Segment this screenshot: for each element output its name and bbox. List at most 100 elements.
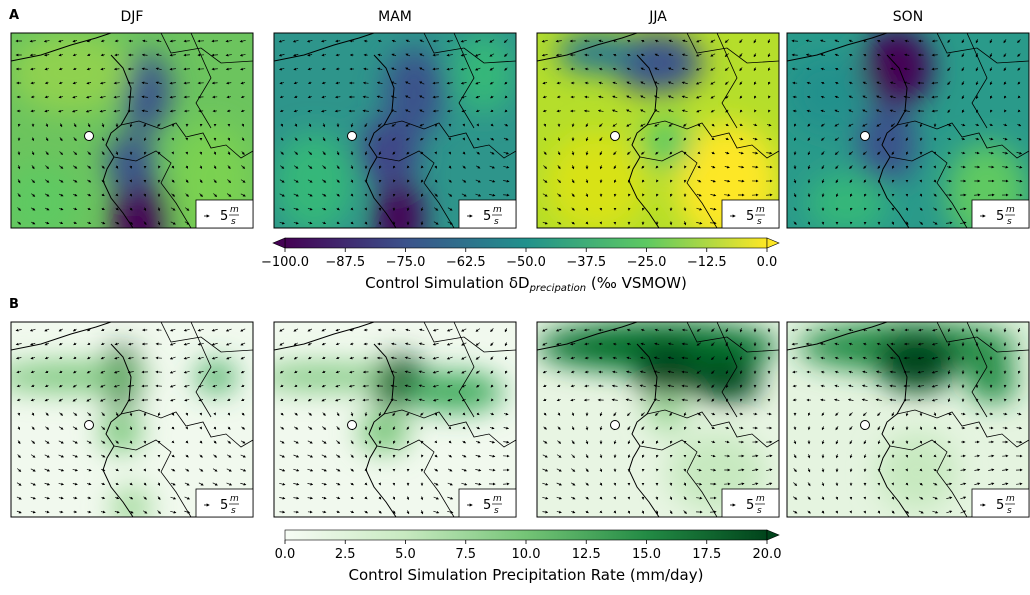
colorbar-extend-max	[767, 530, 779, 540]
field-blob	[254, 365, 394, 389]
field-blob	[547, 133, 647, 233]
site-marker	[611, 132, 620, 141]
field-blob	[454, 33, 514, 113]
quiver-key-unit-den: s	[494, 506, 499, 516]
quiver-key-unit-num: m	[230, 205, 239, 215]
colorbar-tick-label: −12.5	[687, 255, 727, 270]
season-title: SON	[893, 9, 923, 25]
quiver-key-unit-den: s	[1007, 506, 1012, 516]
quiver-key-value: 5	[483, 209, 491, 224]
colorbar-tick-label: 0.0	[757, 255, 778, 270]
quiver-key-unit-den: s	[757, 217, 762, 227]
quiver-key-unit-den: s	[1007, 217, 1012, 227]
quiver-key-unit-num: m	[493, 494, 502, 504]
colorbar-tick-label: 17.5	[692, 547, 721, 562]
colorbar-tick-label: −50.0	[506, 255, 546, 270]
field-blob	[274, 133, 354, 233]
colorbar-tick-label: −25.0	[627, 255, 667, 270]
site-marker	[348, 132, 357, 141]
colorbar-tick-label: −37.5	[566, 255, 606, 270]
colorbar-tick-label: −100.0	[261, 255, 309, 270]
site-marker	[611, 421, 620, 430]
quiver-key-unit-num: m	[1006, 494, 1015, 504]
wind-arrow	[932, 69, 938, 70]
quiver-key-unit-num: m	[1006, 205, 1015, 215]
field-blob	[359, 412, 409, 452]
field-blob	[807, 173, 887, 233]
season-title: MAM	[378, 9, 412, 25]
colorbar	[285, 530, 767, 540]
colorbar-label-part: Control Simulation δD	[365, 274, 529, 292]
wind-arrow	[851, 497, 852, 499]
colorbar-tick-label: 12.5	[572, 547, 601, 562]
quiver-key-unit-num: m	[756, 205, 765, 215]
colorbar	[285, 238, 767, 248]
colorbar-tick-label: 15.0	[632, 547, 661, 562]
site-marker	[861, 421, 870, 430]
colorbar-label-part: precipation	[529, 283, 587, 294]
colorbar-label: Control Simulation δDprecipation (‰ VSMO…	[365, 274, 687, 294]
quiver-key-unit-num: m	[230, 494, 239, 504]
site-marker	[861, 132, 870, 141]
colorbar-tick-label: 2.5	[335, 547, 356, 562]
colorbar-label-part: Control Simulation Precipitation Rate (m…	[349, 566, 704, 584]
quiver-key-value: 5	[746, 209, 754, 224]
colorbar-tick-label: −75.0	[386, 255, 426, 270]
quiver-key-value: 5	[220, 209, 228, 224]
quiver-key-value: 5	[220, 498, 228, 513]
quiver-key-unit-den: s	[494, 217, 499, 227]
quiver-key-unit-num: m	[756, 494, 765, 504]
field-blob	[1, 163, 81, 243]
panel-letter: A	[9, 8, 19, 23]
field-blob	[862, 28, 932, 108]
field-blob	[111, 487, 151, 527]
season-title: JJA	[648, 9, 667, 25]
colorbar-extend-max	[767, 238, 779, 248]
colorbar-tick-label: −87.5	[325, 255, 365, 270]
field-blob	[857, 103, 917, 183]
site-marker	[85, 132, 94, 141]
colorbar-extend-min	[273, 238, 285, 248]
field-blob	[557, 33, 637, 73]
field-blob	[692, 362, 762, 402]
map-field	[254, 322, 516, 517]
season-title: DJF	[121, 9, 144, 25]
quiver-key-unit-den: s	[231, 217, 236, 227]
quiver-key-unit-den: s	[757, 506, 762, 516]
colorbar-tick-label: 5.0	[395, 547, 416, 562]
field-blob	[196, 362, 236, 392]
map-field	[787, 322, 1029, 517]
field-blob	[787, 53, 867, 133]
panel-letter: B	[9, 297, 19, 312]
colorbar-tick-label: −62.5	[446, 255, 486, 270]
field-blob	[877, 332, 957, 392]
quiver-key-value: 5	[996, 209, 1004, 224]
field-blob	[647, 392, 687, 432]
colorbar-tick-label: 0.0	[275, 547, 296, 562]
colorbar-label: Control Simulation Precipitation Rate (m…	[349, 566, 704, 584]
colorbar-tick-label: 10.0	[512, 547, 541, 562]
site-marker	[85, 421, 94, 430]
colorbar-tick-label: 20.0	[753, 547, 782, 562]
site-marker	[348, 421, 357, 430]
map-field	[537, 322, 779, 517]
quiver-key-value: 5	[996, 498, 1004, 513]
colorbar-label-part: (‰ VSMOW)	[586, 274, 687, 292]
colorbar-tick-label: 7.5	[455, 547, 476, 562]
